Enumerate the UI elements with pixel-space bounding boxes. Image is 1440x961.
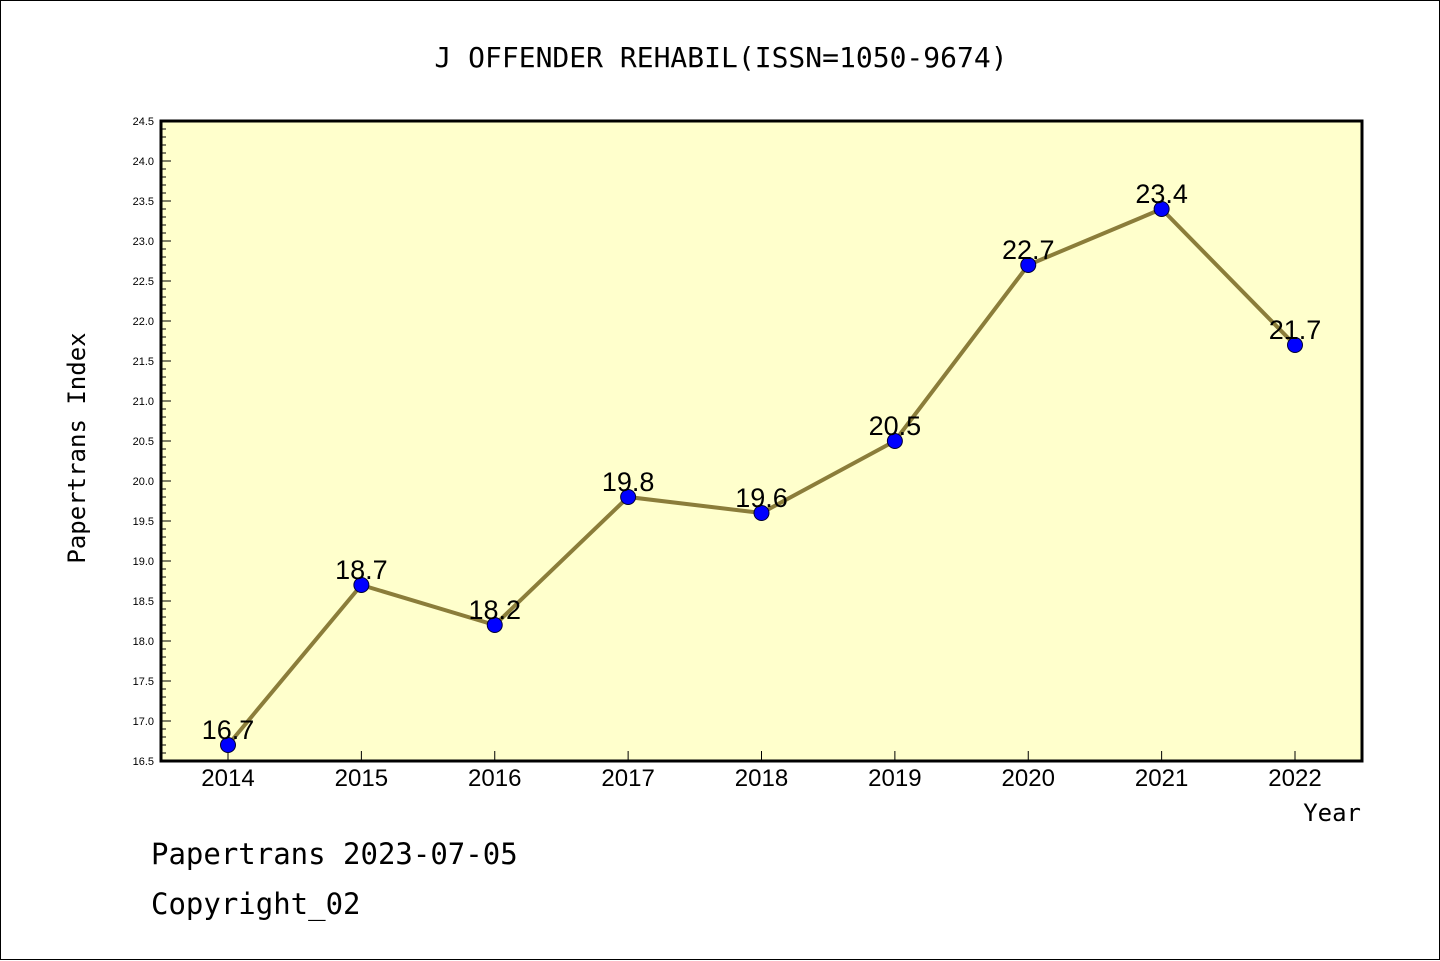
y-tick-label: 17.5 (133, 676, 154, 688)
data-point (1153, 201, 1170, 217)
data-label: 18.2 (468, 595, 521, 625)
y-tick-label: 23.0 (133, 236, 154, 248)
data-markers (220, 201, 1303, 753)
x-axis-label: Year (1303, 799, 1361, 827)
data-point (753, 505, 770, 521)
x-tick-label: 2017 (601, 765, 654, 792)
footer-date-text: Papertrans 2023-07-05 (151, 837, 518, 871)
x-tick-label: 2021 (1135, 765, 1188, 792)
data-label: 16.7 (202, 715, 255, 745)
y-tick-label: 24.5 (133, 116, 154, 128)
x-axis: 2014 2015 2016 2017 2018 2019 2020 2021 2022 (201, 751, 1322, 792)
data-point (220, 737, 236, 753)
y-tick-label: 21.5 (133, 356, 154, 368)
data-point (886, 433, 903, 449)
x-tick-label: 2014 (201, 765, 254, 792)
data-point (1020, 257, 1037, 273)
x-tick-label: 2015 (335, 765, 388, 792)
data-label: 23.4 (1135, 179, 1188, 209)
x-tick-label: 2022 (1268, 765, 1321, 792)
y-tick-label: 19.5 (133, 516, 154, 528)
data-point (620, 489, 637, 505)
chart-title: J OFFENDER REHABIL(ISSN=1050-9674) (434, 41, 1007, 74)
plot-border (159, 119, 1364, 763)
x-tick-label: 2019 (868, 765, 921, 792)
data-label: 19.6 (735, 483, 788, 513)
data-point (486, 617, 503, 633)
y-tick-label: 19.0 (133, 556, 154, 568)
data-label: 20.5 (869, 411, 922, 441)
data-labels: 16.7 18.7 18.2 19.8 19.6 20.5 22.7 23.4 21.7 (202, 179, 1322, 745)
plot-area (161, 121, 1362, 761)
y-tick-label: 22.0 (133, 316, 154, 328)
x-tick-label: 2018 (735, 765, 788, 792)
y-tick-label: 18.0 (133, 636, 154, 648)
y-axis-label: Papertrans Index (63, 332, 91, 563)
x-tick-label: 2016 (468, 765, 521, 792)
y-tick-label: 22.5 (133, 276, 154, 288)
y-tick-label: 24.0 (133, 156, 154, 168)
footer-copyright-text: Copyright_02 (151, 887, 361, 921)
y-tick-label: 16.5 (133, 756, 154, 768)
data-point (353, 577, 370, 593)
y-tick-label: 21.0 (133, 396, 154, 408)
y-tick-label: 20.0 (133, 476, 154, 488)
y-axis: 16.5 17.0 17.5 18.0 18.5 19.0 19.5 20.0 20.5 21.0… (133, 116, 171, 768)
data-label: 22.7 (1002, 235, 1055, 265)
y-tick-label: 17.0 (133, 716, 154, 728)
y-tick-label: 20.5 (133, 436, 154, 448)
data-label: 21.7 (1269, 315, 1322, 345)
x-tick-label: 2020 (1002, 765, 1055, 792)
data-point (1287, 337, 1303, 353)
y-tick-label: 23.5 (133, 196, 154, 208)
y-tick-label: 18.5 (133, 596, 154, 608)
data-label: 18.7 (335, 555, 388, 585)
data-label: 19.8 (602, 467, 655, 497)
